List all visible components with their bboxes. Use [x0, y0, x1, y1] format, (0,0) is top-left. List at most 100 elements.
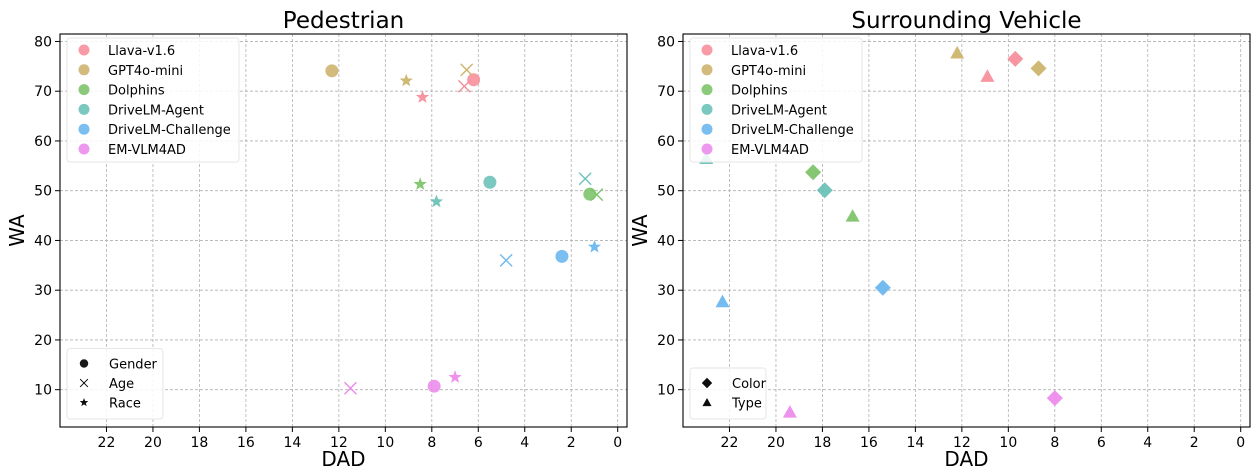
circle-marker	[325, 64, 339, 78]
data-points	[325, 63, 604, 395]
legend-swatch	[78, 44, 90, 56]
y-tick-label: 20	[657, 333, 675, 349]
legend-swatch	[78, 143, 90, 155]
x-tick-label: 0	[1236, 435, 1245, 451]
x-tick-label: 12	[953, 435, 971, 451]
legend-label: EM-VLM4AD	[108, 143, 186, 158]
x-tick-label: 2	[567, 435, 576, 451]
legend-label: GPT4o-mini	[731, 64, 806, 79]
axes-frame	[682, 33, 1251, 428]
x-tick-label: 14	[283, 435, 301, 451]
y-axis-label: WA	[5, 214, 29, 247]
x-axis-label: DAD	[944, 447, 988, 471]
y-axis-label: WA	[628, 214, 652, 247]
y-tick-label: 60	[657, 134, 675, 150]
legend-box	[66, 37, 240, 163]
chart-title: Surrounding Vehicle	[851, 8, 1081, 34]
y-tick-label: 10	[34, 383, 52, 399]
legend-label: DriveLM-Challenge	[108, 123, 231, 138]
diamond-marker	[1046, 390, 1063, 407]
circle-marker	[483, 175, 497, 189]
triangle-marker	[702, 397, 712, 407]
x-tick-label: 0	[613, 435, 622, 451]
legend-label: Dolphins	[108, 84, 165, 99]
legend-label: DriveLM-Challenge	[731, 123, 854, 138]
y-tick-label: 10	[657, 383, 675, 399]
legend-label: Llava-v1.6	[108, 44, 175, 59]
x-axis-label: DAD	[321, 447, 365, 471]
x-tick-label: 14	[906, 435, 924, 451]
legend-swatch	[78, 64, 90, 76]
y-tick-label: 80	[34, 34, 52, 50]
legend-box	[66, 348, 164, 420]
circle-marker	[555, 249, 569, 263]
x-tick-label: 2	[1190, 435, 1199, 451]
y-tick-label: 30	[34, 283, 52, 299]
legend-label: DriveLM-Agent	[108, 103, 204, 118]
triangle-marker	[782, 405, 797, 418]
x-marker	[578, 172, 592, 186]
x-marker	[460, 63, 474, 77]
x-tick-label: 8	[427, 435, 436, 451]
diamond-marker	[1007, 50, 1024, 67]
legend-swatch	[701, 64, 713, 76]
x-tick-label: 16	[860, 435, 878, 451]
x-tick-label: 10	[999, 435, 1017, 451]
x-marker	[343, 381, 357, 395]
circle-marker	[427, 379, 441, 393]
x-marker	[590, 188, 604, 202]
x-marker	[79, 378, 89, 388]
legend-box	[689, 37, 863, 163]
x-tick-label: 22	[721, 435, 739, 451]
y-tick-label: 40	[657, 233, 675, 249]
x-tick-label: 20	[144, 435, 162, 451]
star-marker	[79, 397, 89, 407]
y-tick-label: 20	[34, 333, 52, 349]
star-marker	[415, 90, 430, 103]
legend-label: Gender	[109, 358, 158, 373]
axes-frame	[59, 33, 628, 428]
legend-label: EM-VLM4AD	[731, 143, 809, 158]
star-marker	[399, 73, 413, 87]
chart-title: Pedestrian	[283, 8, 404, 34]
x-tick-label: 22	[98, 435, 116, 451]
star-marker	[587, 239, 602, 253]
legend-markers: Color Type	[689, 367, 767, 420]
triangle-marker	[980, 69, 995, 82]
legend-markers: Gender Age Race	[66, 348, 164, 420]
x-tick-label: 10	[376, 435, 394, 451]
y-tick-label: 50	[657, 184, 675, 200]
x-tick-label: 18	[191, 435, 209, 451]
triangle-marker	[715, 294, 730, 308]
legend-label: Race	[109, 397, 141, 412]
x-tick-label: 16	[237, 435, 255, 451]
x-marker	[499, 253, 513, 267]
x-tick-label: 6	[474, 435, 483, 451]
legend-models: Llava-v1.6 GPT4o-mini Dolphins DriveLM-A…	[66, 37, 240, 163]
x-marker	[457, 79, 471, 93]
star-marker	[429, 194, 444, 208]
diamond-marker	[816, 182, 833, 199]
x-tick-label: 6	[1097, 435, 1106, 451]
legend-label: Age	[109, 377, 134, 392]
legend-swatch	[701, 44, 713, 56]
x-tick-label: 12	[330, 435, 348, 451]
legend-label: DriveLM-Agent	[731, 103, 827, 118]
legend-label: Color	[732, 377, 767, 392]
legend-models: Llava-v1.6 GPT4o-mini Dolphins DriveLM-A…	[689, 37, 863, 163]
circle-marker	[79, 359, 89, 368]
circle-marker	[467, 73, 481, 87]
x-tick-label: 4	[1143, 435, 1152, 451]
legend-swatch	[78, 84, 90, 96]
legend-swatch	[701, 143, 713, 155]
legend-swatch	[78, 123, 90, 135]
legend-label: Type	[731, 397, 762, 412]
star-marker	[413, 177, 427, 190]
x-tick-label: 20	[767, 435, 785, 451]
y-tick-label: 30	[657, 283, 675, 299]
y-tick-label: 40	[34, 233, 52, 249]
